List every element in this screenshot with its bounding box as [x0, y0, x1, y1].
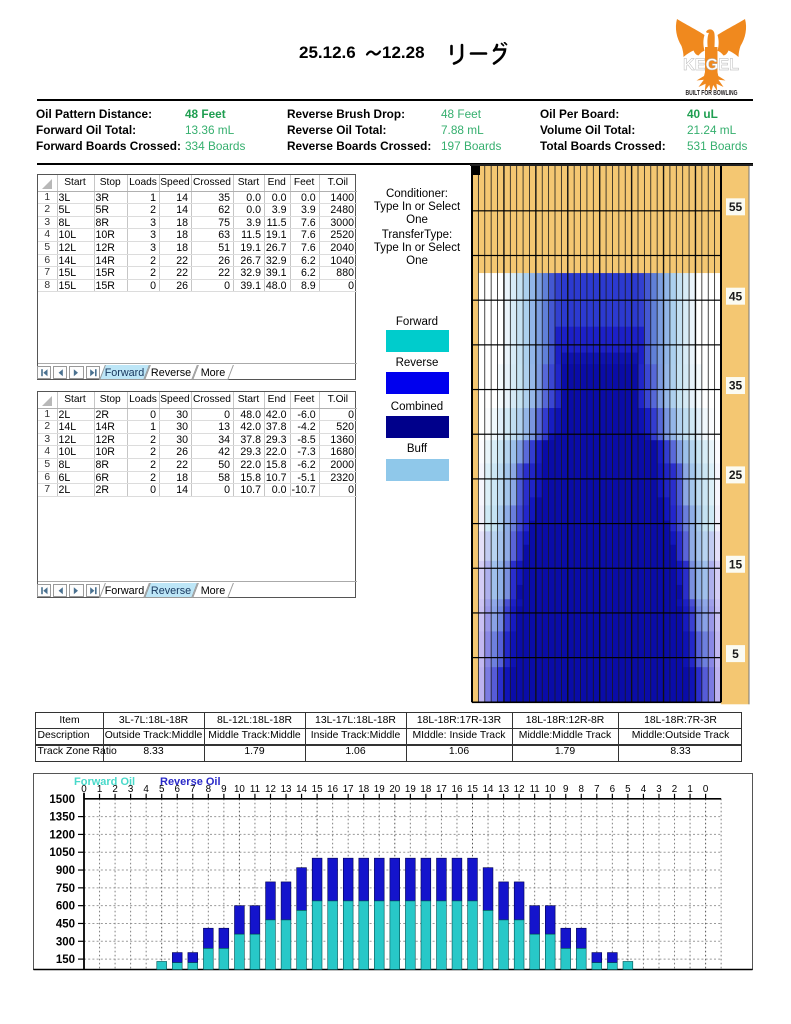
svg-text:300: 300 [56, 936, 75, 948]
svg-text:45: 45 [729, 289, 743, 303]
svg-text:15: 15 [312, 784, 323, 795]
svg-text:0: 0 [703, 784, 709, 795]
svg-text:19: 19 [405, 784, 416, 795]
svg-text:1: 1 [687, 784, 692, 795]
svg-text:11: 11 [530, 784, 540, 795]
svg-text:13: 13 [281, 784, 292, 795]
svg-text:2: 2 [112, 784, 117, 795]
svg-text:3: 3 [656, 784, 662, 795]
svg-text:18: 18 [358, 784, 369, 795]
svg-text:1200: 1200 [49, 829, 75, 841]
svg-text:7: 7 [594, 784, 599, 795]
svg-text:14: 14 [483, 784, 494, 795]
svg-text:12: 12 [514, 784, 525, 795]
svg-text:1050: 1050 [49, 847, 75, 859]
svg-text:9: 9 [563, 784, 568, 795]
svg-text:5: 5 [625, 784, 631, 795]
svg-text:9: 9 [221, 784, 226, 795]
svg-text:13: 13 [498, 784, 509, 795]
svg-text:11: 11 [250, 784, 260, 795]
svg-text:750: 750 [56, 883, 75, 895]
svg-text:600: 600 [56, 901, 75, 913]
svg-text:3: 3 [128, 784, 134, 795]
svg-text:15: 15 [729, 557, 743, 571]
svg-text:15: 15 [467, 784, 478, 795]
svg-text:Reverse Oil: Reverse Oil [160, 776, 221, 788]
svg-text:1500: 1500 [49, 794, 75, 806]
svg-text:1: 1 [97, 784, 102, 795]
svg-text:35: 35 [729, 379, 743, 393]
svg-text:16: 16 [452, 784, 463, 795]
svg-text:55: 55 [729, 200, 743, 214]
svg-text:2: 2 [672, 784, 677, 795]
svg-text:18: 18 [420, 784, 431, 795]
svg-text:Forward Oil: Forward Oil [74, 776, 135, 788]
svg-text:4: 4 [641, 784, 647, 795]
svg-text:150: 150 [56, 954, 75, 966]
svg-text:8: 8 [206, 784, 212, 795]
svg-text:4: 4 [143, 784, 149, 795]
svg-text:0: 0 [81, 784, 87, 795]
svg-text:17: 17 [436, 784, 447, 795]
svg-text:16: 16 [327, 784, 338, 795]
svg-text:25: 25 [729, 468, 743, 482]
svg-text:7: 7 [190, 784, 195, 795]
svg-text:8: 8 [579, 784, 585, 795]
svg-text:19: 19 [374, 784, 385, 795]
svg-text:450: 450 [56, 918, 75, 930]
svg-text:12: 12 [265, 784, 276, 795]
svg-text:20: 20 [389, 784, 400, 795]
svg-text:10: 10 [545, 784, 556, 795]
svg-text:14: 14 [296, 784, 307, 795]
svg-text:5: 5 [732, 647, 739, 661]
svg-text:6: 6 [610, 784, 616, 795]
svg-text:17: 17 [343, 784, 354, 795]
svg-text:900: 900 [56, 865, 75, 877]
svg-text:1350: 1350 [49, 812, 75, 824]
svg-text:KEGEL: KEGEL [683, 56, 739, 74]
svg-text:10: 10 [234, 784, 245, 795]
svg-text:5: 5 [159, 784, 165, 795]
svg-text:6: 6 [175, 784, 181, 795]
svg-text:BUILT FOR BOWLING: BUILT FOR BOWLING [686, 90, 738, 97]
